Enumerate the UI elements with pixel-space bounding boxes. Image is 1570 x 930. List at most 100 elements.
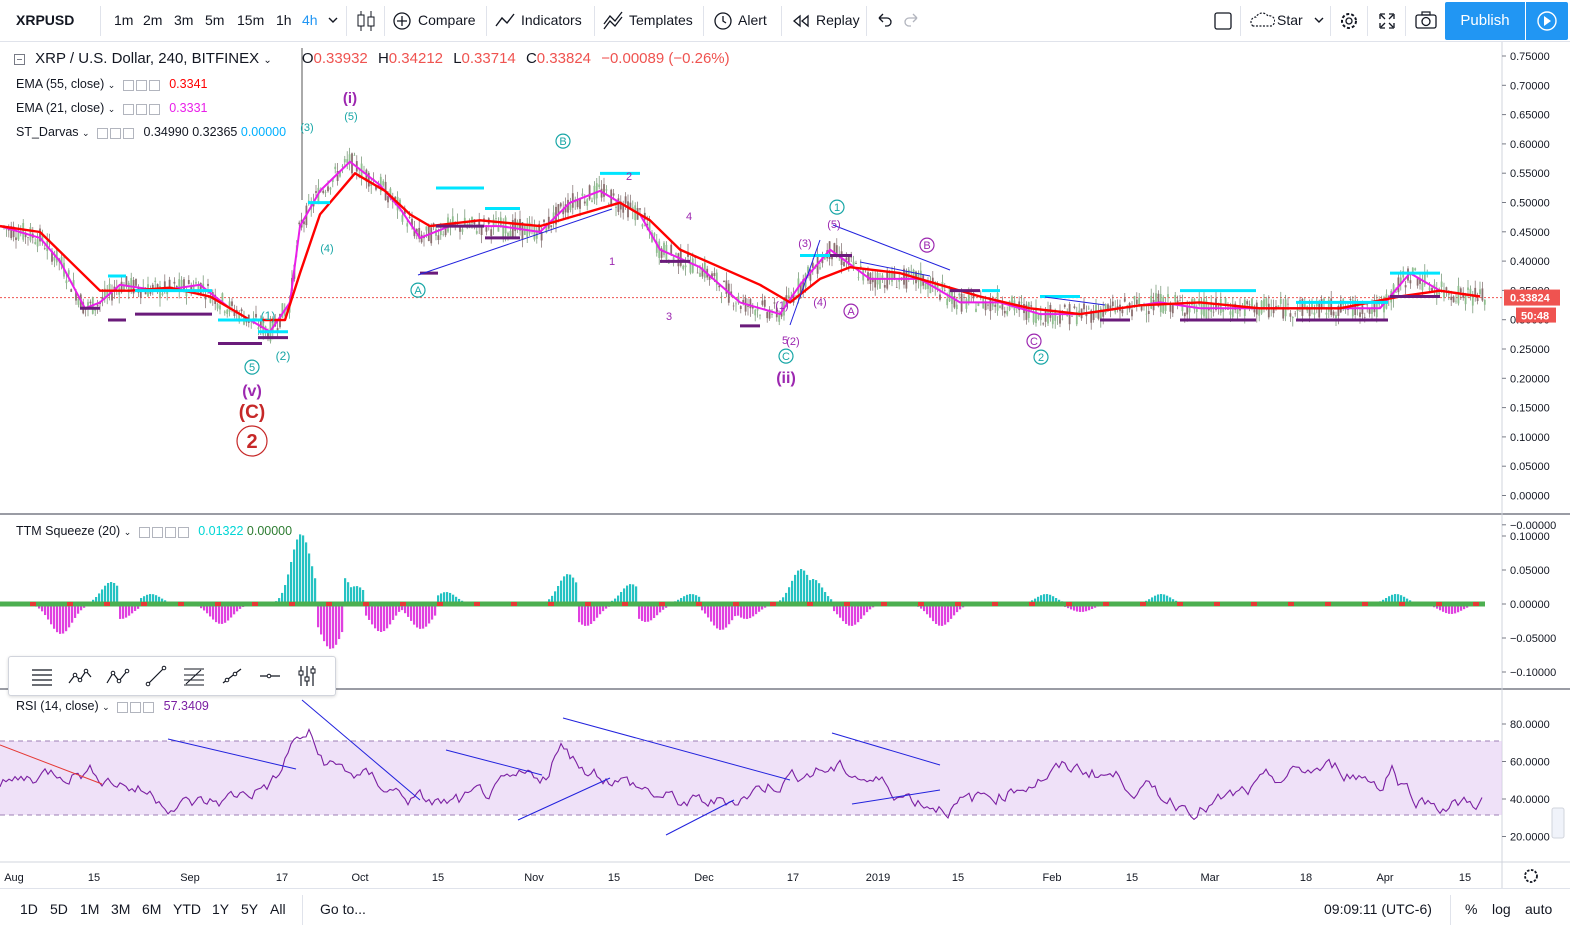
chevron-down-icon[interactable]	[326, 0, 340, 41]
goto-button[interactable]: Go to...	[320, 901, 366, 917]
range-5d[interactable]: 5D	[50, 901, 68, 917]
ema21-legend[interactable]: EMA (21, close) ⌄ 0.3331	[16, 101, 208, 116]
templates-button[interactable]: Templates	[602, 0, 693, 41]
gear-icon[interactable]	[130, 701, 142, 713]
eye-icon[interactable]	[122, 103, 134, 115]
range-ytd[interactable]: YTD	[173, 901, 201, 917]
legend-buttons[interactable]	[97, 126, 136, 140]
interval-2m[interactable]: 2m	[143, 12, 163, 28]
ttm-squeeze-dot	[30, 602, 36, 606]
close-icon[interactable]	[177, 526, 189, 538]
legend-buttons[interactable]	[138, 525, 191, 539]
range-1d[interactable]: 1D	[20, 901, 38, 917]
ttm-histogram	[0, 534, 1485, 649]
close-icon[interactable]	[123, 127, 135, 139]
ray-icon[interactable]	[219, 663, 245, 689]
trend-line-icon[interactable]	[143, 663, 169, 689]
indicators-button[interactable]: Indicators	[494, 0, 582, 41]
rsi-trendline	[301, 699, 421, 801]
candle-body	[1308, 307, 1311, 317]
ttm-bar	[458, 598, 461, 604]
candle-body	[780, 311, 783, 317]
gear-icon[interactable]	[110, 127, 122, 139]
interval-4h[interactable]: 4h	[302, 12, 318, 28]
ttm-bar	[323, 604, 326, 642]
candle-body	[550, 225, 553, 228]
interval-5m[interactable]: 5m	[205, 12, 225, 28]
candle-body	[130, 278, 133, 291]
horizontal-lines-icon[interactable]	[29, 663, 55, 689]
candle-body	[711, 273, 713, 280]
interval-1h[interactable]: 1h	[276, 12, 292, 28]
ttm-bar	[800, 569, 803, 604]
ttm-bar	[413, 604, 416, 625]
eye-icon[interactable]	[122, 79, 134, 91]
range-3m[interactable]: 3M	[111, 901, 131, 917]
candle-body	[1248, 304, 1251, 306]
clock[interactable]: 09:09:11 (UTC-6)	[1324, 901, 1432, 917]
range-1y[interactable]: 1Y	[212, 901, 230, 917]
close-icon[interactable]	[148, 103, 160, 115]
rsi-legend[interactable]: RSI (14, close) ⌄ 57.3409	[16, 699, 209, 714]
publish-button[interactable]: Publish	[1445, 2, 1525, 40]
chevron-down-icon[interactable]	[1312, 0, 1326, 41]
candle-body	[581, 193, 584, 196]
gear-icon[interactable]	[1338, 0, 1360, 41]
symbol-search[interactable]: XRPUSD	[16, 12, 75, 28]
percent-toggle[interactable]: %	[1465, 901, 1478, 917]
candles-icon[interactable]	[354, 0, 378, 41]
candle-body	[540, 232, 543, 241]
candle-body	[1431, 287, 1433, 293]
wave-label: (1)	[775, 300, 788, 312]
ttm-bar	[1397, 594, 1400, 604]
eye-icon[interactable]	[97, 127, 109, 139]
interval-3m[interactable]: 3m	[174, 12, 194, 28]
alert-button[interactable]: Alert	[712, 0, 767, 41]
darvas-legend[interactable]: ST_Darvas ⌄ 0.34990 0.32365 0.00000	[16, 125, 287, 140]
chevron-down-icon[interactable]: ⌄	[263, 55, 272, 66]
log-toggle[interactable]: log	[1492, 901, 1511, 917]
range-5y[interactable]: 5Y	[241, 901, 259, 917]
collapse-icon[interactable]	[14, 53, 25, 65]
gear-icon[interactable]	[135, 103, 147, 115]
interval-1m[interactable]: 1m	[114, 12, 134, 28]
interval-15m[interactable]: 15m	[237, 12, 265, 28]
candle-body	[699, 272, 701, 277]
legend-buttons[interactable]	[122, 102, 162, 116]
publish-menu-button[interactable]	[1526, 2, 1568, 40]
chart-canvas[interactable]: (i)(5)(3)(4)(1)(2)5(v)(C)2AB21345C(ii)1(…	[0, 42, 1570, 888]
settings-sliders-icon[interactable]	[295, 663, 321, 689]
elliott-impulse-icon[interactable]	[67, 663, 93, 689]
time-tick-label: 15	[952, 872, 964, 884]
elliott-correction-icon[interactable]	[105, 663, 131, 689]
range-all[interactable]: All	[270, 901, 286, 917]
redo-icon[interactable]	[902, 0, 922, 41]
candle-body	[1020, 302, 1023, 303]
candle-body	[1174, 294, 1177, 302]
ema55-legend[interactable]: EMA (55, close) ⌄ 0.3341	[16, 77, 208, 92]
fib-retracement-icon[interactable]	[181, 663, 207, 689]
range-6m[interactable]: 6M	[142, 901, 162, 917]
replay-button[interactable]: Replay	[790, 0, 860, 41]
close-icon[interactable]	[148, 79, 160, 91]
ttm-legend[interactable]: TTM Squeeze (20) ⌄ 0.01322 0.00000	[16, 524, 293, 539]
star-button[interactable]: Star	[1249, 0, 1303, 41]
legend-buttons[interactable]	[117, 700, 156, 714]
horizontal-ray-icon[interactable]	[257, 663, 283, 689]
eye-icon[interactable]	[117, 701, 129, 713]
legend-buttons[interactable]	[122, 78, 162, 92]
gear-icon[interactable]	[135, 79, 147, 91]
source-icon[interactable]	[164, 526, 176, 538]
fullscreen-square-icon[interactable]	[1212, 0, 1234, 41]
gear-icon[interactable]	[151, 526, 163, 538]
candle-body	[430, 227, 433, 244]
compare-button[interactable]: Compare	[392, 0, 476, 41]
time-tick-label: Apr	[1376, 872, 1393, 884]
fullscreen-icon[interactable]	[1376, 0, 1398, 41]
close-icon[interactable]	[143, 701, 155, 713]
camera-icon[interactable]	[1414, 0, 1438, 41]
eye-icon[interactable]	[138, 526, 150, 538]
range-1m[interactable]: 1M	[80, 901, 100, 917]
undo-icon[interactable]	[874, 0, 894, 41]
auto-toggle[interactable]: auto	[1525, 901, 1553, 917]
